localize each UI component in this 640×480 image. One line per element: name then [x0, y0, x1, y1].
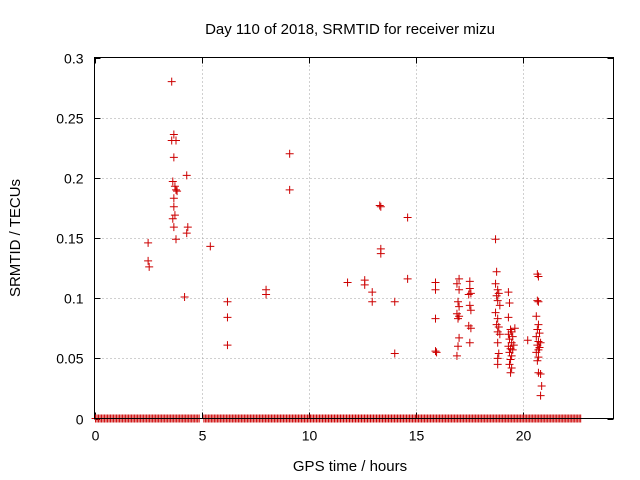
x-tick-label: 15 [409, 428, 425, 444]
srmtid-scatter-chart: Day 110 of 2018, SRMTID for receiver miz… [0, 0, 640, 480]
x-tick-label: 20 [516, 428, 532, 444]
x-tick-label: 10 [302, 428, 318, 444]
chart-title: Day 110 of 2018, SRMTID for receiver miz… [205, 21, 495, 38]
chart-background [0, 0, 640, 480]
y-tick-label: 0.15 [56, 231, 83, 247]
y-tick-label: 0 [76, 412, 84, 428]
x-tick-label: 5 [199, 428, 207, 444]
x-axis-label: GPS time / hours [293, 458, 407, 475]
x-tick-label: 0 [92, 428, 100, 444]
y-tick-label: 0.1 [64, 291, 84, 307]
y-tick-label: 0.2 [64, 171, 84, 187]
y-axis-label: SRMTID / TECUs [7, 179, 24, 297]
y-tick-label: 0.05 [56, 351, 83, 367]
y-tick-label: 0.3 [64, 51, 84, 67]
y-tick-label: 0.25 [56, 111, 83, 127]
